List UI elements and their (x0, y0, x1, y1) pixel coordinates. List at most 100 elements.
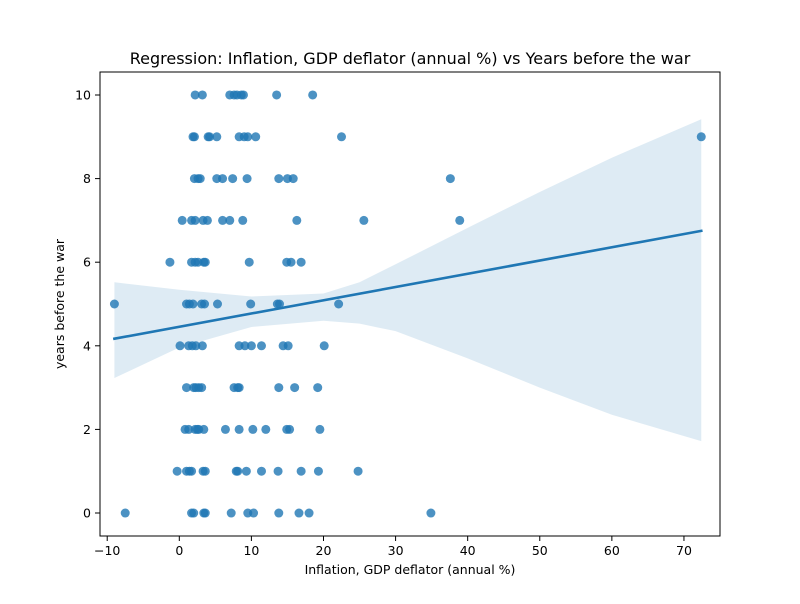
scatter-point (197, 383, 207, 393)
scatter-point (202, 215, 212, 225)
x-axis-label: Inflation, GDP deflator (annual %) (305, 562, 516, 577)
scatter-point (294, 508, 304, 518)
scatter-point (696, 132, 706, 142)
scatter-point (283, 341, 293, 351)
scatter-point (261, 424, 271, 434)
x-tick-label: 50 (532, 543, 548, 558)
scatter-point (200, 508, 210, 518)
x-tick-label: 40 (460, 543, 476, 558)
y-tick-label: 6 (83, 255, 91, 270)
scatter-point (172, 466, 182, 476)
confidence-band (114, 119, 702, 442)
scatter-point (200, 257, 210, 267)
scatter-point (238, 215, 248, 225)
scatter-point (243, 132, 253, 142)
y-tick-label: 8 (83, 171, 91, 186)
scatter-point (226, 508, 236, 518)
scatter-point (246, 341, 256, 351)
scatter-point (244, 257, 254, 267)
scatter-point (190, 90, 200, 100)
y-tick-label: 0 (83, 506, 91, 521)
scatter-point (308, 90, 318, 100)
scatter-point (296, 257, 306, 267)
scatter-point (240, 341, 250, 351)
scatter-point (220, 424, 230, 434)
y-tick-label: 4 (83, 338, 91, 353)
y-axis-label: years before the war (52, 238, 67, 369)
scatter-point (334, 299, 344, 309)
scatter-point (191, 341, 201, 351)
scatter-point (274, 383, 284, 393)
axes-frame (99, 71, 721, 537)
scatter-point (275, 299, 285, 309)
scatter-point (218, 215, 228, 225)
scatter-point (337, 132, 347, 142)
scatter-point (445, 174, 455, 184)
scatter-point (197, 341, 207, 351)
x-tick-label: 60 (604, 543, 620, 558)
scatter-point (353, 466, 363, 476)
scatter-points-layer (109, 90, 706, 518)
scatter-point (286, 257, 296, 267)
scatter-point (187, 466, 197, 476)
scatter-point (175, 341, 185, 351)
y-tick-label: 2 (83, 422, 91, 437)
x-tick-label: −10 (94, 543, 120, 558)
scatter-point (200, 299, 210, 309)
scatter-point (195, 174, 205, 184)
scatter-point (251, 132, 261, 142)
scatter-point (246, 299, 256, 309)
scatter-point (248, 424, 258, 434)
scatter-point (455, 215, 465, 225)
scatter-point (182, 383, 192, 393)
scatter-point (218, 174, 228, 184)
scatter-point (205, 132, 215, 142)
scatter-point (292, 215, 302, 225)
scatter-point (359, 215, 369, 225)
scatter-point (241, 466, 251, 476)
y-tick-label: 10 (75, 87, 91, 102)
scatter-point (319, 341, 329, 351)
scatter-point (189, 132, 199, 142)
scatter-point (197, 90, 207, 100)
scatter-point (228, 174, 238, 184)
scatter-point (272, 90, 282, 100)
scatter-point (313, 383, 323, 393)
x-tick-label: 70 (676, 543, 692, 558)
scatter-point (120, 508, 130, 518)
scatter-point (315, 424, 325, 434)
regression-line (112, 229, 703, 341)
scatter-point (285, 424, 295, 434)
scatter-point (199, 424, 209, 434)
scatter-point (109, 299, 119, 309)
scatter-point (290, 383, 300, 393)
scatter-point (238, 90, 248, 100)
scatter-point (225, 215, 235, 225)
scatter-point (188, 299, 198, 309)
scatter-point (233, 466, 243, 476)
scatter-point (313, 466, 323, 476)
scatter-point (165, 257, 175, 267)
chart-title: Regression: Inflation, GDP deflator (ann… (130, 49, 691, 68)
scatter-point (304, 508, 314, 518)
scatter-point (273, 466, 283, 476)
x-tick-label: 30 (388, 543, 404, 558)
confidence-band-layer (114, 119, 702, 442)
scatter-point (242, 174, 252, 184)
x-tick-label: 20 (316, 543, 332, 558)
scatter-point (190, 215, 200, 225)
scatter-point (234, 424, 244, 434)
scatter-point (274, 174, 284, 184)
scatter-point (256, 466, 266, 476)
scatter-point (234, 383, 244, 393)
scatter-point (212, 132, 222, 142)
scatter-point (200, 466, 210, 476)
y-axis-ticks: 0 2 4 6 8 10 (75, 87, 100, 521)
scatter-point (274, 508, 284, 518)
scatter-point (213, 299, 223, 309)
scatter-point (249, 508, 259, 518)
scatter-point (426, 508, 436, 518)
